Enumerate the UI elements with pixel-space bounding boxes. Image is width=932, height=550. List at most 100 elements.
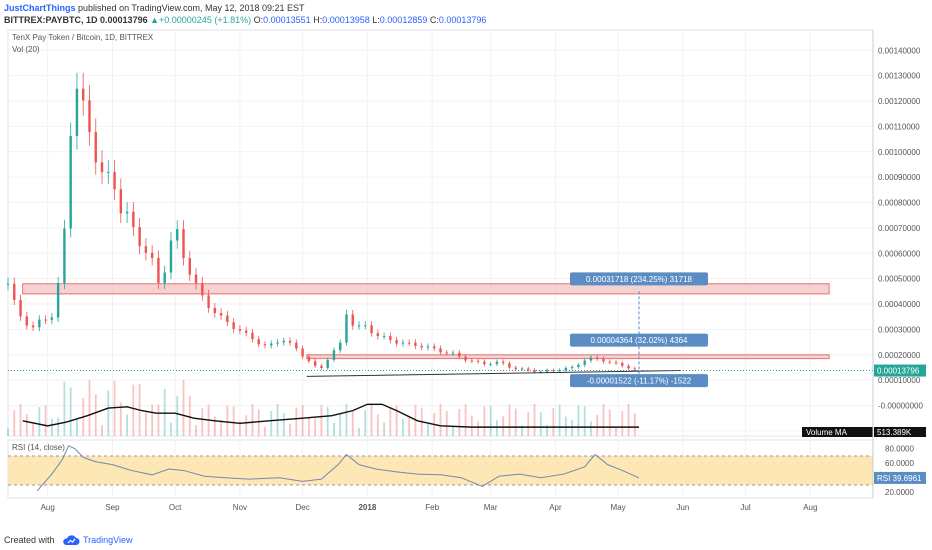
volume-bar (395, 405, 398, 436)
support-zone (306, 354, 830, 360)
volume-bar (126, 414, 128, 436)
y-tick-label: 0.00140000 (878, 46, 921, 55)
volume-bar (176, 395, 179, 436)
volume-bar (546, 425, 548, 436)
candle-body (270, 343, 273, 346)
volume-bar (314, 418, 317, 436)
candle-body (395, 340, 398, 344)
candle-body (176, 229, 179, 241)
volume-bar (88, 380, 91, 436)
x-tick-label: Oct (169, 503, 182, 512)
volume-bar (301, 404, 304, 436)
volume-bar (94, 394, 97, 436)
volume-bar (13, 410, 16, 436)
volume-bar (289, 423, 291, 436)
volume-ma-tag-bg (802, 427, 873, 437)
candle-body (288, 340, 292, 343)
x-tick-label: Aug (803, 503, 817, 512)
x-tick-label: Nov (233, 503, 247, 512)
volume-bar (627, 404, 630, 436)
volume-bar (282, 413, 285, 436)
candle-body (439, 348, 442, 353)
chart-area[interactable]: 0.00140000 0.00130000 0.00120000 0.00110000… (0, 28, 932, 530)
candle-body (113, 171, 116, 190)
open-label: O: (253, 15, 264, 25)
volume-indicator-label: Vol (20) (12, 45, 40, 54)
candle-body (583, 360, 586, 365)
volume-bar (251, 404, 254, 436)
measure-label-bg (569, 374, 708, 388)
y-tick-label: 0.00070000 (878, 224, 921, 233)
volume-bar (264, 426, 266, 436)
volume-bar (602, 404, 605, 436)
candle-body (75, 88, 79, 137)
candle-body (351, 314, 354, 326)
x-tick-label: Sep (105, 503, 120, 512)
candle-body (627, 365, 630, 369)
volume-bar (389, 406, 392, 436)
tradingview-logo[interactable]: TradingView (62, 533, 142, 547)
rsi-title: RSI (14, close) (12, 443, 65, 452)
candle-body (614, 362, 618, 364)
candle-body (495, 361, 499, 365)
chart-footer: Created with TradingView (0, 530, 932, 550)
close-label: C: (429, 15, 439, 25)
volume-bar (163, 388, 166, 436)
volume-bar (496, 420, 498, 436)
volume-bar (339, 414, 342, 436)
candle-body (339, 342, 342, 351)
candle-body (389, 335, 392, 341)
volume-bar (7, 428, 9, 436)
candle-body (364, 325, 367, 327)
close-value: 0.00013796 (438, 15, 487, 25)
candle-body (232, 322, 235, 329)
rsi-tick-label: 80.0000 (885, 445, 914, 454)
y-tick-label: 0.00050000 (878, 275, 921, 284)
volume-ma-line (22, 403, 639, 428)
y-tick-label: 0.00110000 (878, 122, 920, 131)
candle-body (169, 240, 173, 273)
candle-body (138, 227, 141, 247)
candle-body (558, 370, 561, 372)
volume-bar (364, 410, 367, 436)
candle-body (19, 299, 22, 317)
cloud-icon (63, 535, 80, 545)
candle-body (119, 189, 123, 214)
volume-bar (358, 427, 360, 436)
volume-bar (427, 424, 429, 436)
candle-body (263, 344, 267, 346)
volume-bar (564, 416, 567, 436)
y-tick-label: 0.00100000 (878, 148, 921, 157)
volume-bar (333, 422, 335, 436)
candle-body (307, 356, 311, 362)
x-tick-label: Jul (740, 503, 750, 512)
volume-bar (477, 421, 480, 436)
volume-bar (345, 404, 348, 436)
volume-ma-value-bg (874, 427, 926, 437)
candle-body (219, 313, 223, 316)
volume-bar (69, 387, 72, 436)
candle-body (63, 228, 66, 284)
candle-body (69, 136, 72, 229)
candle-body (445, 352, 448, 354)
candle-body (470, 360, 474, 362)
volume-bar (213, 416, 216, 436)
candle-body (295, 342, 298, 349)
candle-body (94, 132, 97, 163)
y-tick-label: 0.00020000 (878, 351, 921, 360)
candle-body (414, 342, 417, 346)
x-tick-label: May (611, 503, 626, 512)
measure-label: 0.00031718 (234.25%) 31718 (586, 275, 692, 284)
candle-body (182, 229, 185, 259)
author-link[interactable]: JustChartThings (4, 3, 76, 13)
candle-body (426, 346, 430, 348)
candle-body (357, 325, 361, 327)
x-tick-label: 2018 (358, 503, 376, 512)
candle-body (257, 339, 260, 345)
candle-body (157, 257, 160, 283)
candle-body (608, 361, 611, 363)
candle-body (332, 350, 336, 360)
candle-body (570, 366, 574, 369)
volume-bar (57, 417, 60, 436)
candle-body (376, 333, 380, 337)
